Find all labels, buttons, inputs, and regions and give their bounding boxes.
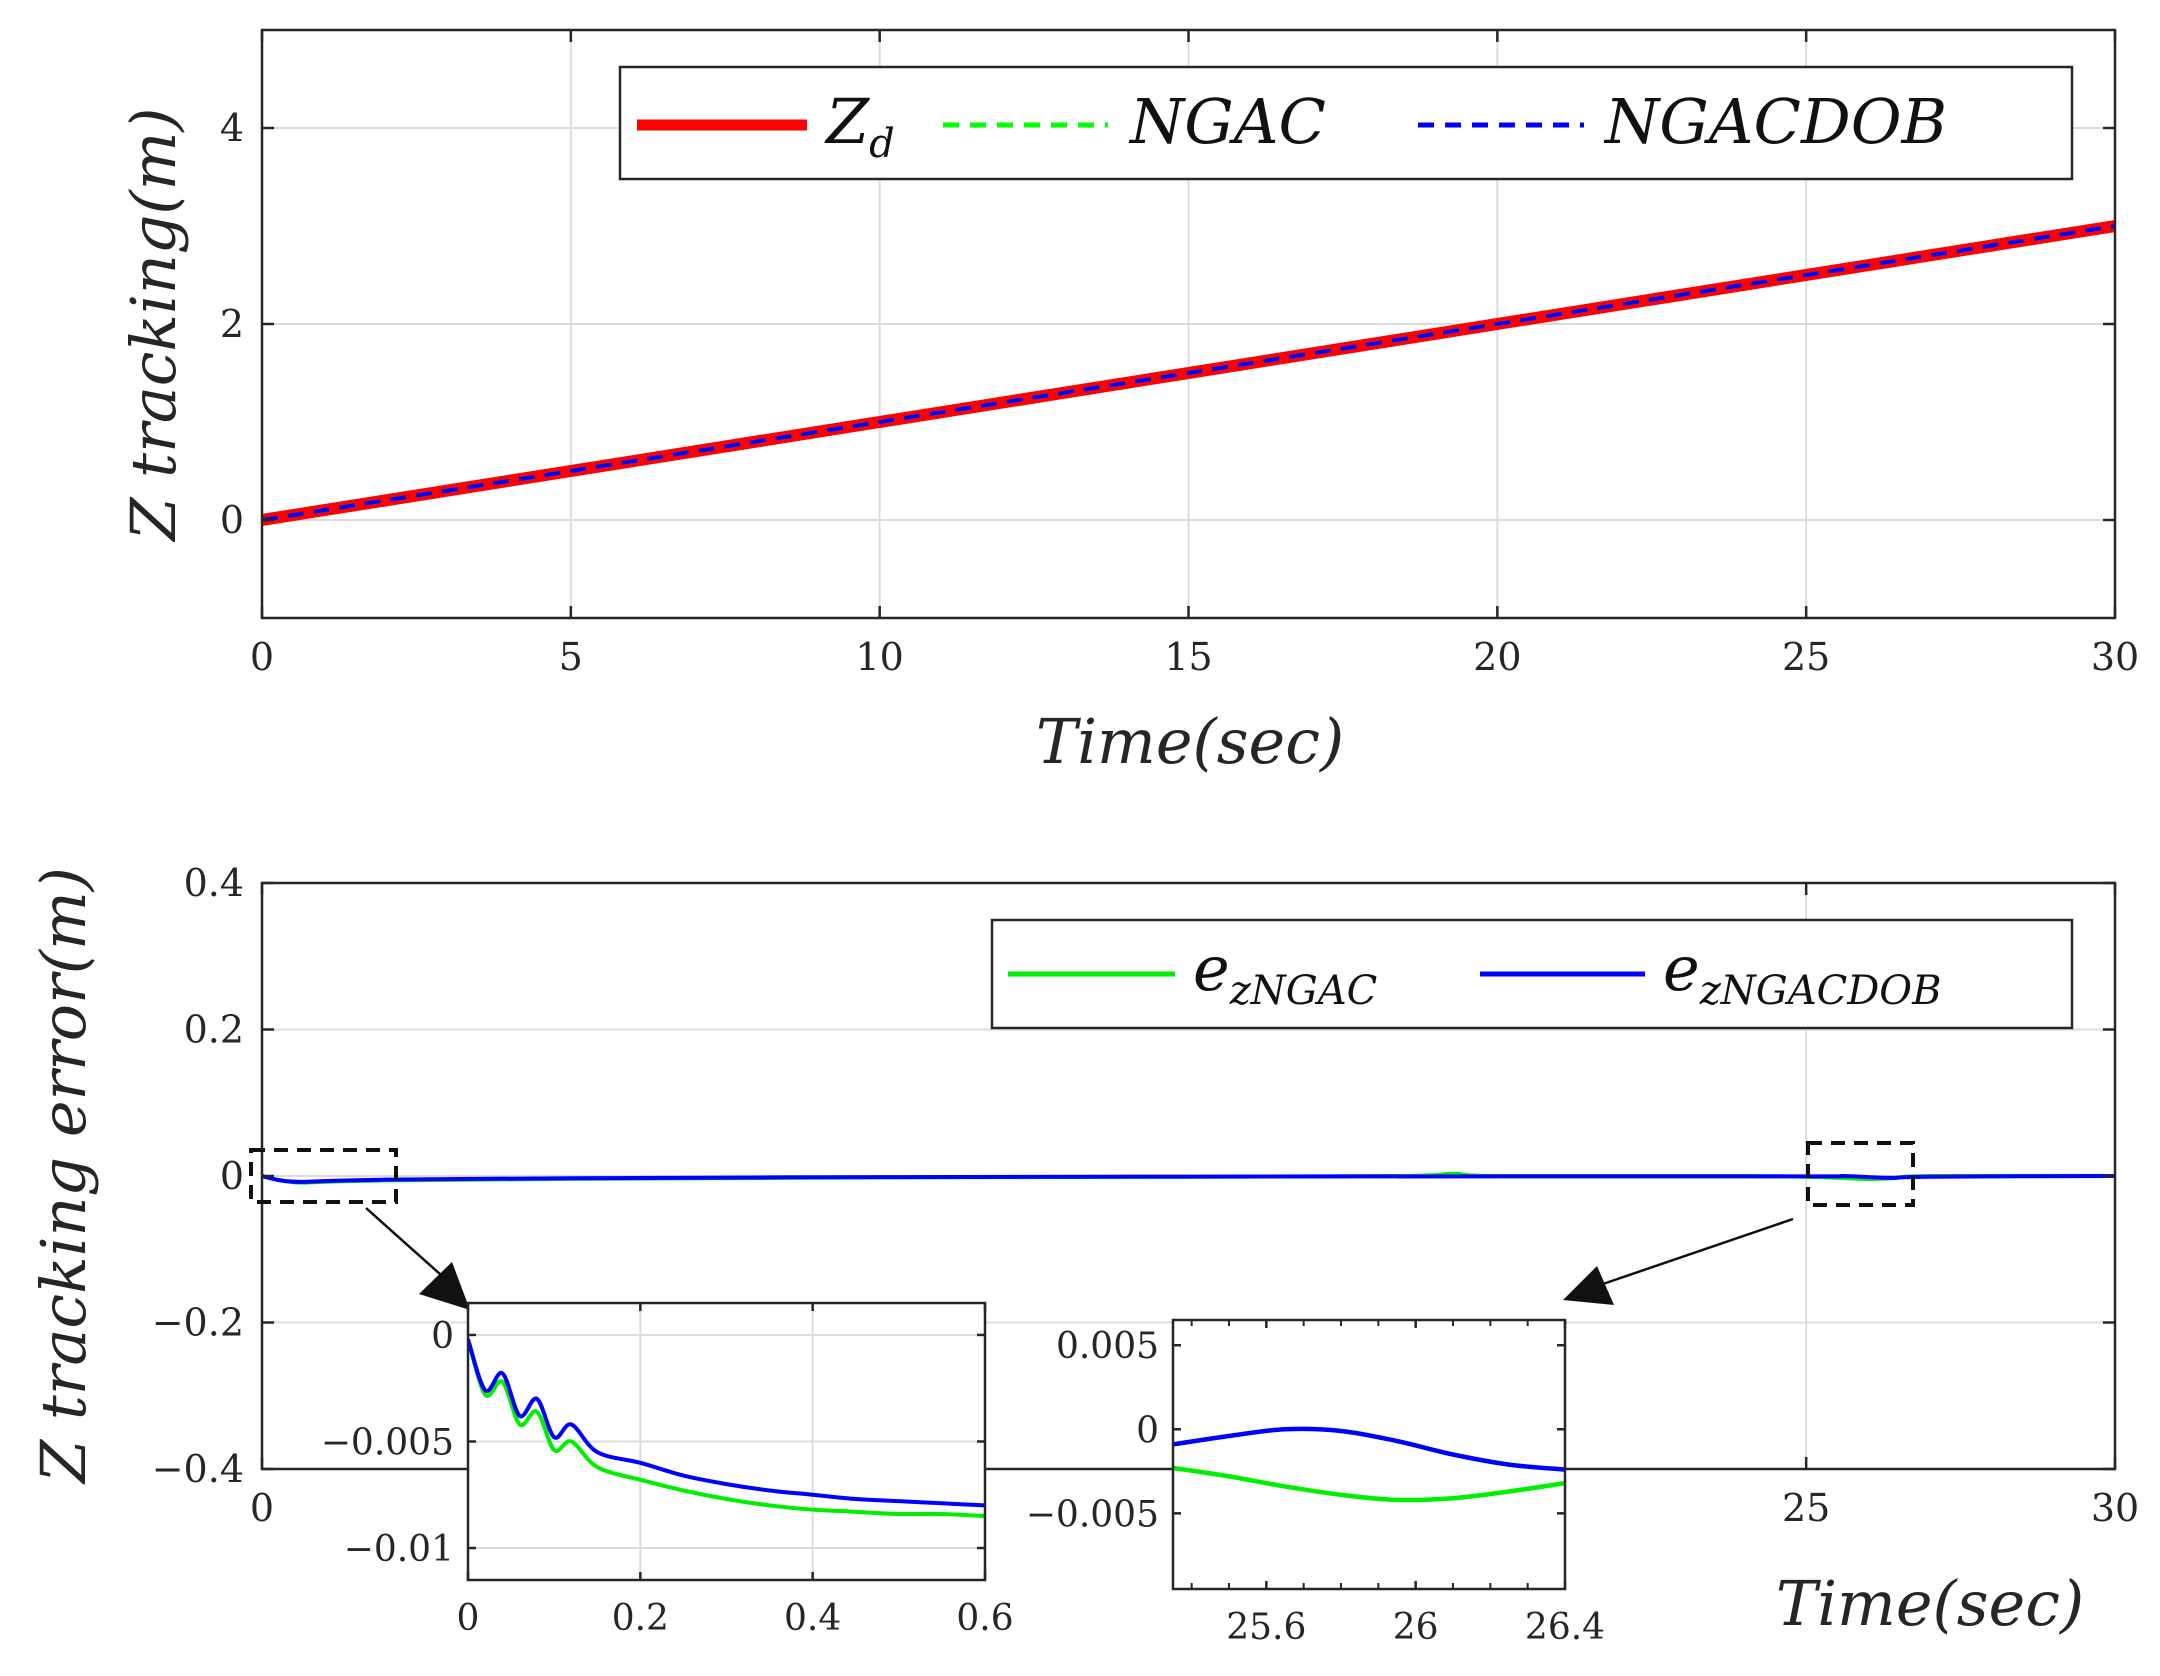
inset-2-area: [1173, 1320, 1565, 1589]
legend-label-ezngacdob: ezNGACDOB: [1663, 932, 1941, 1014]
series-line-e-zngac: [468, 1338, 985, 1519]
y-tick-label: −0.005: [1026, 1494, 1159, 1535]
x-tick-label: 0.4: [784, 1598, 841, 1639]
top-x-label: Time(sec): [1036, 705, 1344, 778]
top-ticks: 0 5 10 15 20 25 30 0 2 4: [220, 30, 2139, 679]
x-tick-label: 25.6: [1226, 1607, 1306, 1648]
series-line-ngacdob: [262, 224, 2115, 522]
x-tick-label: 20: [1473, 635, 1521, 679]
inset-2: 25.6 26 26.4 0.005 0 −0.005: [1026, 1318, 1605, 1648]
bottom-ticks: 0 25 30 −0.4 −0.2 0 0.2 0.4: [152, 861, 2139, 1530]
zoom-arrow-2: [1563, 1217, 1794, 1305]
legend-label-ngacdob: NGACDOB: [1603, 85, 1947, 158]
inset-2-box: [1171, 1318, 1567, 1591]
y-tick-label: 0: [220, 498, 244, 542]
inset-2-ticks: 25.6 26 26.4 0.005 0 −0.005: [1026, 1320, 1605, 1648]
top-y-label: Z tracking(m): [117, 107, 190, 542]
bottom-series: [262, 1171, 2115, 1185]
bottom-x-label: Time(sec): [1776, 1567, 2084, 1640]
y-tick-label: 2: [220, 302, 244, 346]
bottom-y-label: Z tracking error(m): [27, 867, 100, 1485]
y-tick-label: 0.2: [184, 1008, 244, 1052]
y-tick-label: 0: [220, 1154, 244, 1198]
x-tick-label: 5: [559, 635, 583, 679]
inset-1-ticks: 0 0.2 0.4 0.6 0 −0.005 −0.01: [321, 1303, 1014, 1639]
zoom-arrow-1: [365, 1207, 470, 1310]
y-tick-label: −0.4: [152, 1447, 244, 1491]
y-tick-label: 0: [431, 1316, 454, 1357]
y-tick-label: 4: [220, 106, 244, 150]
zoom-region-2: [1806, 1141, 1915, 1207]
legend-label-ezngac: ezNGAC: [1193, 932, 1377, 1014]
x-tick-label: 26: [1393, 1607, 1439, 1648]
y-tick-label: −0.01: [344, 1529, 454, 1570]
x-tick-label: 25: [1782, 1486, 1830, 1530]
inset-1: 0 0.2 0.4 0.6 0 −0.005 −0.01: [321, 1301, 1014, 1639]
inset-1-series: [468, 1338, 985, 1519]
legend-label-ngac: NGAC: [1128, 85, 1326, 158]
x-tick-label: 15: [1164, 635, 1212, 679]
x-tick-label: 0.6: [956, 1598, 1013, 1639]
x-tick-label: 10: [855, 635, 903, 679]
series-line-e-zngacdob: [1173, 1426, 1565, 1472]
series-line-e-zngacdob: [468, 1338, 985, 1508]
inset-2-series: [1173, 1426, 1565, 1503]
x-tick-label: 25: [1782, 635, 1830, 679]
bottom-legend: ezNGAC ezNGACDOB: [990, 918, 2074, 1030]
x-tick-label: 26.4: [1525, 1607, 1605, 1648]
x-tick-label: 0.2: [612, 1598, 669, 1639]
series-line-e-zngacdob: [262, 1173, 2115, 1184]
top-legend: Zd NGAC NGACDOB: [618, 65, 2074, 181]
y-tick-label: 0: [1136, 1410, 1159, 1451]
top-legend-box: [618, 65, 2074, 181]
y-tick-label: 0.4: [184, 861, 244, 905]
y-tick-label: −0.005: [321, 1423, 454, 1464]
x-tick-label: 30: [2091, 1486, 2139, 1530]
x-tick-label: 0: [457, 1598, 480, 1639]
zoom-region-1: [249, 1148, 398, 1204]
legend-label-zd: Zd: [824, 85, 895, 167]
y-tick-label: 0.005: [1056, 1326, 1159, 1367]
x-tick-label: 0: [250, 1486, 274, 1530]
x-tick-label: 30: [2091, 635, 2139, 679]
bottom-plot: 0 25 30 −0.4 −0.2 0 0.2 0.4 Time(sec) Z trackin…: [27, 861, 2139, 1640]
top-series: [262, 220, 2115, 526]
x-tick-label: 0: [250, 635, 274, 679]
series-line-e-zngac: [1173, 1465, 1565, 1503]
y-tick-label: −0.2: [152, 1301, 244, 1345]
